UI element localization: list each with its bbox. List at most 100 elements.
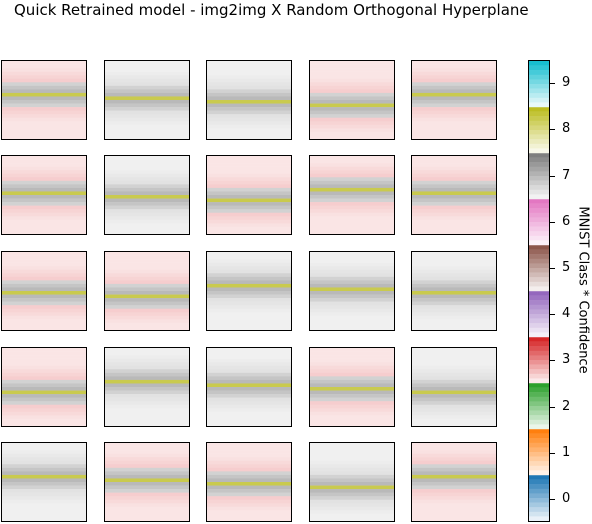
colorbar-segment (529, 291, 549, 296)
heatmap-band (2, 312, 86, 317)
heatmap-band (310, 517, 394, 521)
heatmap-band (2, 517, 86, 521)
heatmap-band (105, 135, 189, 139)
heatmap-band (310, 308, 394, 313)
colorbar-tick (550, 314, 555, 315)
heatmap-band (412, 216, 496, 221)
heatmap-panel (1, 347, 87, 427)
heatmap-band (310, 298, 394, 302)
heatmap-band (2, 460, 86, 465)
heatmap-band (207, 103, 291, 108)
colorbar-segment (529, 419, 549, 425)
heatmap-band (207, 294, 291, 299)
heatmap-band (207, 390, 291, 395)
heatmap-band (412, 485, 496, 490)
heatmap-band (105, 82, 189, 87)
heatmap-band (310, 276, 394, 281)
heatmap-band (310, 401, 394, 406)
heatmap-band (310, 379, 394, 384)
heatmap-band (2, 383, 86, 388)
heatmap-band (207, 319, 291, 324)
heatmap-band (310, 287, 394, 292)
colorbar-segment (529, 157, 549, 163)
heatmap-band (310, 177, 394, 182)
heatmap-band (310, 460, 394, 465)
heatmap-band (207, 492, 291, 497)
heatmap-panel (309, 347, 395, 427)
colorbar-segment (529, 475, 549, 480)
heatmap-band (105, 298, 189, 302)
heatmap-band (105, 351, 189, 356)
colorbar-segment (529, 286, 549, 292)
heatmap-band (105, 184, 189, 189)
heatmap-band (310, 226, 394, 231)
heatmap-band (105, 379, 189, 384)
heatmap-band (207, 187, 291, 192)
heatmap-band (105, 226, 189, 231)
heatmap-band (2, 305, 86, 310)
heatmap-band (207, 322, 291, 327)
heatmap-band (207, 273, 291, 278)
heatmap-band (105, 401, 189, 406)
heatmap-band (105, 202, 189, 206)
heatmap-band (412, 82, 496, 87)
heatmap-band (310, 187, 394, 192)
heatmap-band (412, 464, 496, 469)
heatmap-band (310, 474, 394, 479)
heatmap-band (207, 219, 291, 224)
heatmap-band (105, 187, 189, 192)
heatmap-band (412, 78, 496, 83)
heatmap-band (310, 513, 394, 518)
heatmap-band (2, 273, 86, 278)
heatmap-band (310, 294, 394, 299)
heatmap-band (310, 75, 394, 80)
colorbar-segment (529, 180, 549, 186)
colorbar-tick-label: 3 (562, 352, 571, 367)
heatmap-band (207, 369, 291, 374)
colorbar-segment (529, 212, 549, 218)
heatmap-band (310, 291, 394, 295)
heatmap-band (105, 489, 189, 493)
heatmap-band (105, 117, 189, 122)
heatmap-band (412, 408, 496, 413)
heatmap-band (207, 262, 291, 267)
heatmap-band (310, 422, 394, 426)
heatmap-band (412, 96, 496, 101)
heatmap-band (207, 482, 291, 486)
colorbar-segment (529, 277, 549, 283)
heatmap-band (2, 276, 86, 281)
colorbar-segment (529, 143, 549, 149)
heatmap-band (207, 489, 291, 493)
heatmap-band (412, 191, 496, 196)
heatmap-band (412, 308, 496, 313)
heatmap-band (412, 92, 496, 97)
heatmap-band (310, 103, 394, 108)
heatmap-band (412, 383, 496, 388)
heatmap-band (412, 482, 496, 486)
heatmap-band (412, 460, 496, 465)
heatmap-band (207, 276, 291, 281)
heatmap-band (105, 315, 189, 320)
heatmap-band (105, 415, 189, 420)
heatmap-band (2, 82, 86, 87)
heatmap-band (310, 280, 394, 285)
heatmap-band (2, 287, 86, 292)
heatmap-band (310, 355, 394, 359)
heatmap-band (207, 351, 291, 356)
heatmap-band (310, 259, 394, 263)
heatmap-band (412, 198, 496, 203)
colorbar-segment (529, 456, 549, 462)
heatmap-band (2, 198, 86, 203)
heatmap-band (2, 255, 86, 260)
heatmap-band (2, 180, 86, 185)
heatmap-band (105, 383, 189, 388)
colorbar-segment (529, 139, 549, 145)
colorbar-segment (529, 208, 549, 214)
heatmap-band (207, 202, 291, 206)
heatmap-band (2, 326, 86, 330)
heatmap-band (2, 355, 86, 359)
heatmap-panel (206, 347, 292, 427)
heatmap-band (105, 180, 189, 185)
colorbar-segment (529, 309, 549, 315)
colorbar-segment (529, 263, 549, 269)
